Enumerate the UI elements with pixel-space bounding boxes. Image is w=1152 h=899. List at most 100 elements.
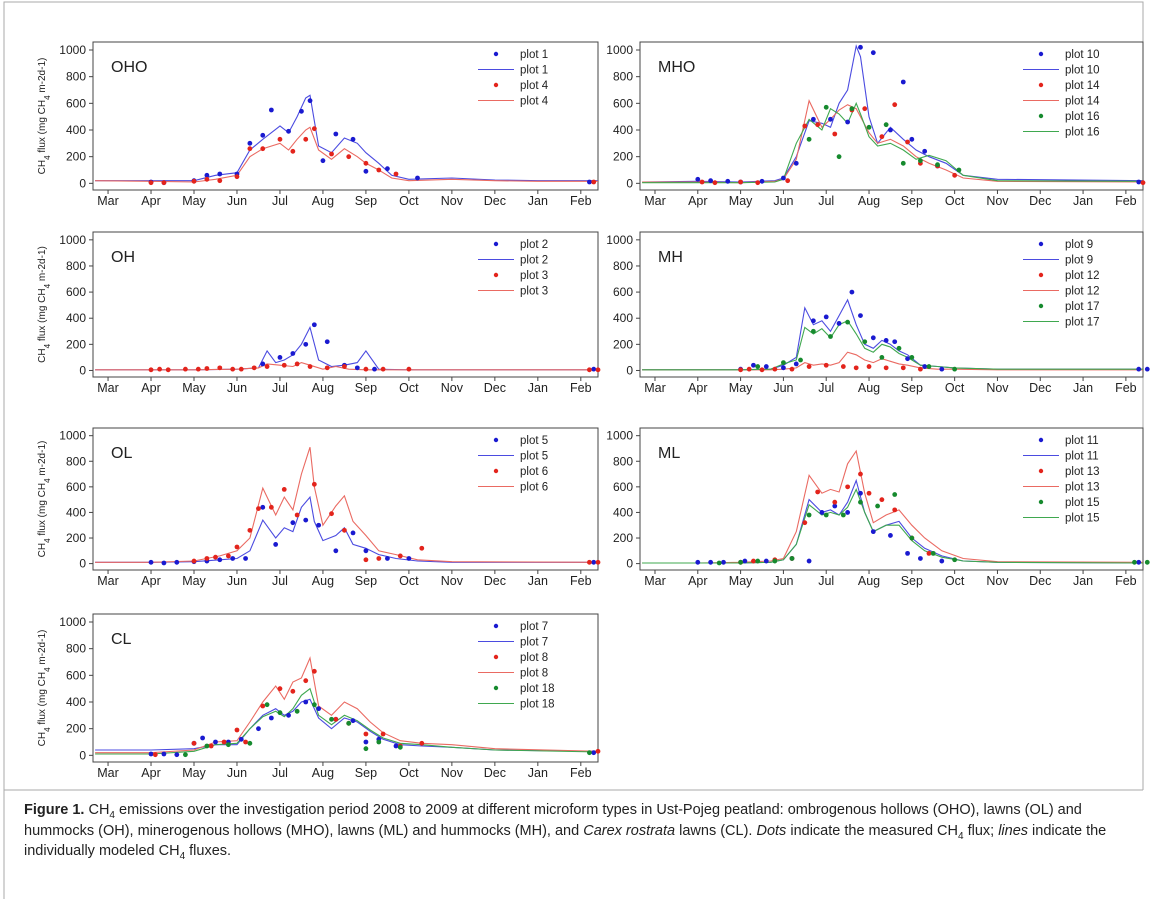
measured-dot bbox=[363, 739, 369, 745]
measured-dot bbox=[926, 550, 932, 556]
y-axis-title-part: m-2d-1) bbox=[37, 441, 48, 479]
measured-dot bbox=[870, 335, 876, 341]
measured-dot bbox=[238, 736, 244, 742]
y-axis-title-part: 4 bbox=[43, 478, 52, 483]
x-tick-label: Oct bbox=[945, 194, 965, 208]
caption-part: flux; bbox=[963, 822, 999, 839]
y-tick-label: 400 bbox=[66, 695, 86, 709]
measured-dot bbox=[917, 366, 923, 372]
measured-dot bbox=[926, 364, 932, 369]
measured-dot bbox=[870, 529, 876, 535]
y-tick-label: 1000 bbox=[59, 233, 86, 247]
x-tick-label: Dec bbox=[484, 574, 506, 588]
plot-frame bbox=[639, 41, 1144, 191]
x-tick-label: Mar bbox=[97, 194, 119, 208]
measured-dot bbox=[866, 124, 872, 130]
measured-dot bbox=[883, 122, 889, 128]
measured-dot bbox=[290, 688, 296, 694]
x-tick-label: Apr bbox=[141, 766, 160, 780]
measured-dot bbox=[311, 126, 317, 132]
legend-label: plot 9 bbox=[1065, 239, 1093, 251]
x-tick-label: Aug bbox=[312, 766, 334, 780]
measured-dot bbox=[905, 356, 910, 362]
x-tick-label: Nov bbox=[441, 574, 464, 588]
measured-dot bbox=[268, 504, 274, 510]
measured-dot bbox=[828, 116, 833, 122]
x-tick-label: Jul bbox=[818, 574, 834, 588]
measured-dot bbox=[883, 365, 889, 371]
measured-dot bbox=[905, 139, 910, 145]
measured-dot bbox=[836, 321, 842, 326]
measured-dot bbox=[243, 556, 248, 561]
measured-dot bbox=[393, 171, 399, 177]
measured-dot bbox=[587, 179, 592, 185]
measured-dot bbox=[888, 127, 893, 133]
measured-dot bbox=[892, 339, 898, 345]
y-axis-title: CH4 flux (mg CH4 m-2d-1) bbox=[37, 246, 52, 363]
x-tick-label: Dec bbox=[1029, 381, 1051, 395]
x-tick-label: Nov bbox=[441, 381, 464, 395]
measured-dot bbox=[303, 678, 309, 684]
measured-dot bbox=[385, 166, 390, 172]
y-tick-label: 400 bbox=[66, 123, 86, 137]
x-tick-label: Mar bbox=[97, 381, 119, 395]
x-tick-label: Jul bbox=[272, 194, 288, 208]
measured-dot bbox=[342, 364, 347, 369]
legend-label: plot 17 bbox=[1065, 317, 1100, 329]
legend-label: plot 18 bbox=[520, 683, 555, 695]
measured-dot bbox=[699, 179, 705, 185]
measured-dot bbox=[862, 339, 868, 345]
x-tick-label: Feb bbox=[1115, 194, 1137, 208]
legend-label: plot 18 bbox=[520, 699, 555, 711]
measured-dot bbox=[772, 558, 778, 564]
x-tick-label: Apr bbox=[688, 574, 707, 588]
measured-dot bbox=[217, 178, 223, 184]
legend-dot bbox=[493, 82, 499, 88]
measured-dot bbox=[268, 715, 274, 721]
y-axis-title-part: m-2d-1) bbox=[37, 58, 48, 96]
panel-label: ML bbox=[658, 445, 680, 462]
measured-dot bbox=[909, 136, 915, 142]
measured-dot bbox=[234, 727, 240, 733]
legend-label: plot 5 bbox=[520, 451, 548, 463]
measured-dot bbox=[695, 176, 701, 182]
measured-dot bbox=[823, 362, 829, 368]
legend-label: plot 2 bbox=[520, 239, 548, 251]
y-tick-label: 0 bbox=[79, 176, 86, 190]
y-tick-label: 0 bbox=[626, 363, 633, 377]
x-tick-label: Feb bbox=[1115, 381, 1137, 395]
legend-label: plot 2 bbox=[520, 255, 548, 267]
x-tick-label: Jun bbox=[773, 194, 793, 208]
panel-label: MH bbox=[658, 249, 683, 266]
measured-dot bbox=[174, 559, 180, 565]
measured-dot bbox=[260, 504, 266, 510]
measured-dot bbox=[268, 107, 274, 113]
measured-dot bbox=[324, 365, 330, 371]
measured-dot bbox=[183, 752, 188, 758]
measured-dot bbox=[755, 180, 761, 186]
measured-dot bbox=[311, 668, 317, 674]
x-tick-label: Feb bbox=[570, 194, 592, 208]
measured-dot bbox=[785, 178, 791, 184]
measured-dot bbox=[183, 366, 188, 372]
measured-dot bbox=[342, 527, 347, 533]
measured-dot bbox=[595, 748, 601, 754]
measured-dot bbox=[802, 123, 808, 129]
legend-label: plot 13 bbox=[1065, 466, 1100, 478]
y-axis-title: CH4 flux (mg CH4 m-2d-1) bbox=[37, 58, 52, 175]
plot-frame bbox=[92, 231, 599, 378]
caption-part: indicate the individually modeled CH bbox=[24, 822, 1107, 860]
y-axis-title-part: 4 bbox=[43, 667, 52, 672]
x-tick-label: Sep bbox=[901, 194, 923, 208]
plot-frame bbox=[92, 427, 599, 571]
legend-dot bbox=[493, 468, 499, 474]
x-tick-label: May bbox=[182, 574, 206, 588]
measured-dot bbox=[922, 364, 928, 369]
measured-dot bbox=[311, 481, 317, 487]
measured-dot bbox=[273, 542, 279, 547]
measured-dot bbox=[148, 559, 154, 565]
legend-dot bbox=[493, 685, 499, 691]
measured-dot bbox=[333, 716, 339, 722]
measured-dot bbox=[738, 559, 743, 565]
measured-dot bbox=[815, 122, 821, 128]
